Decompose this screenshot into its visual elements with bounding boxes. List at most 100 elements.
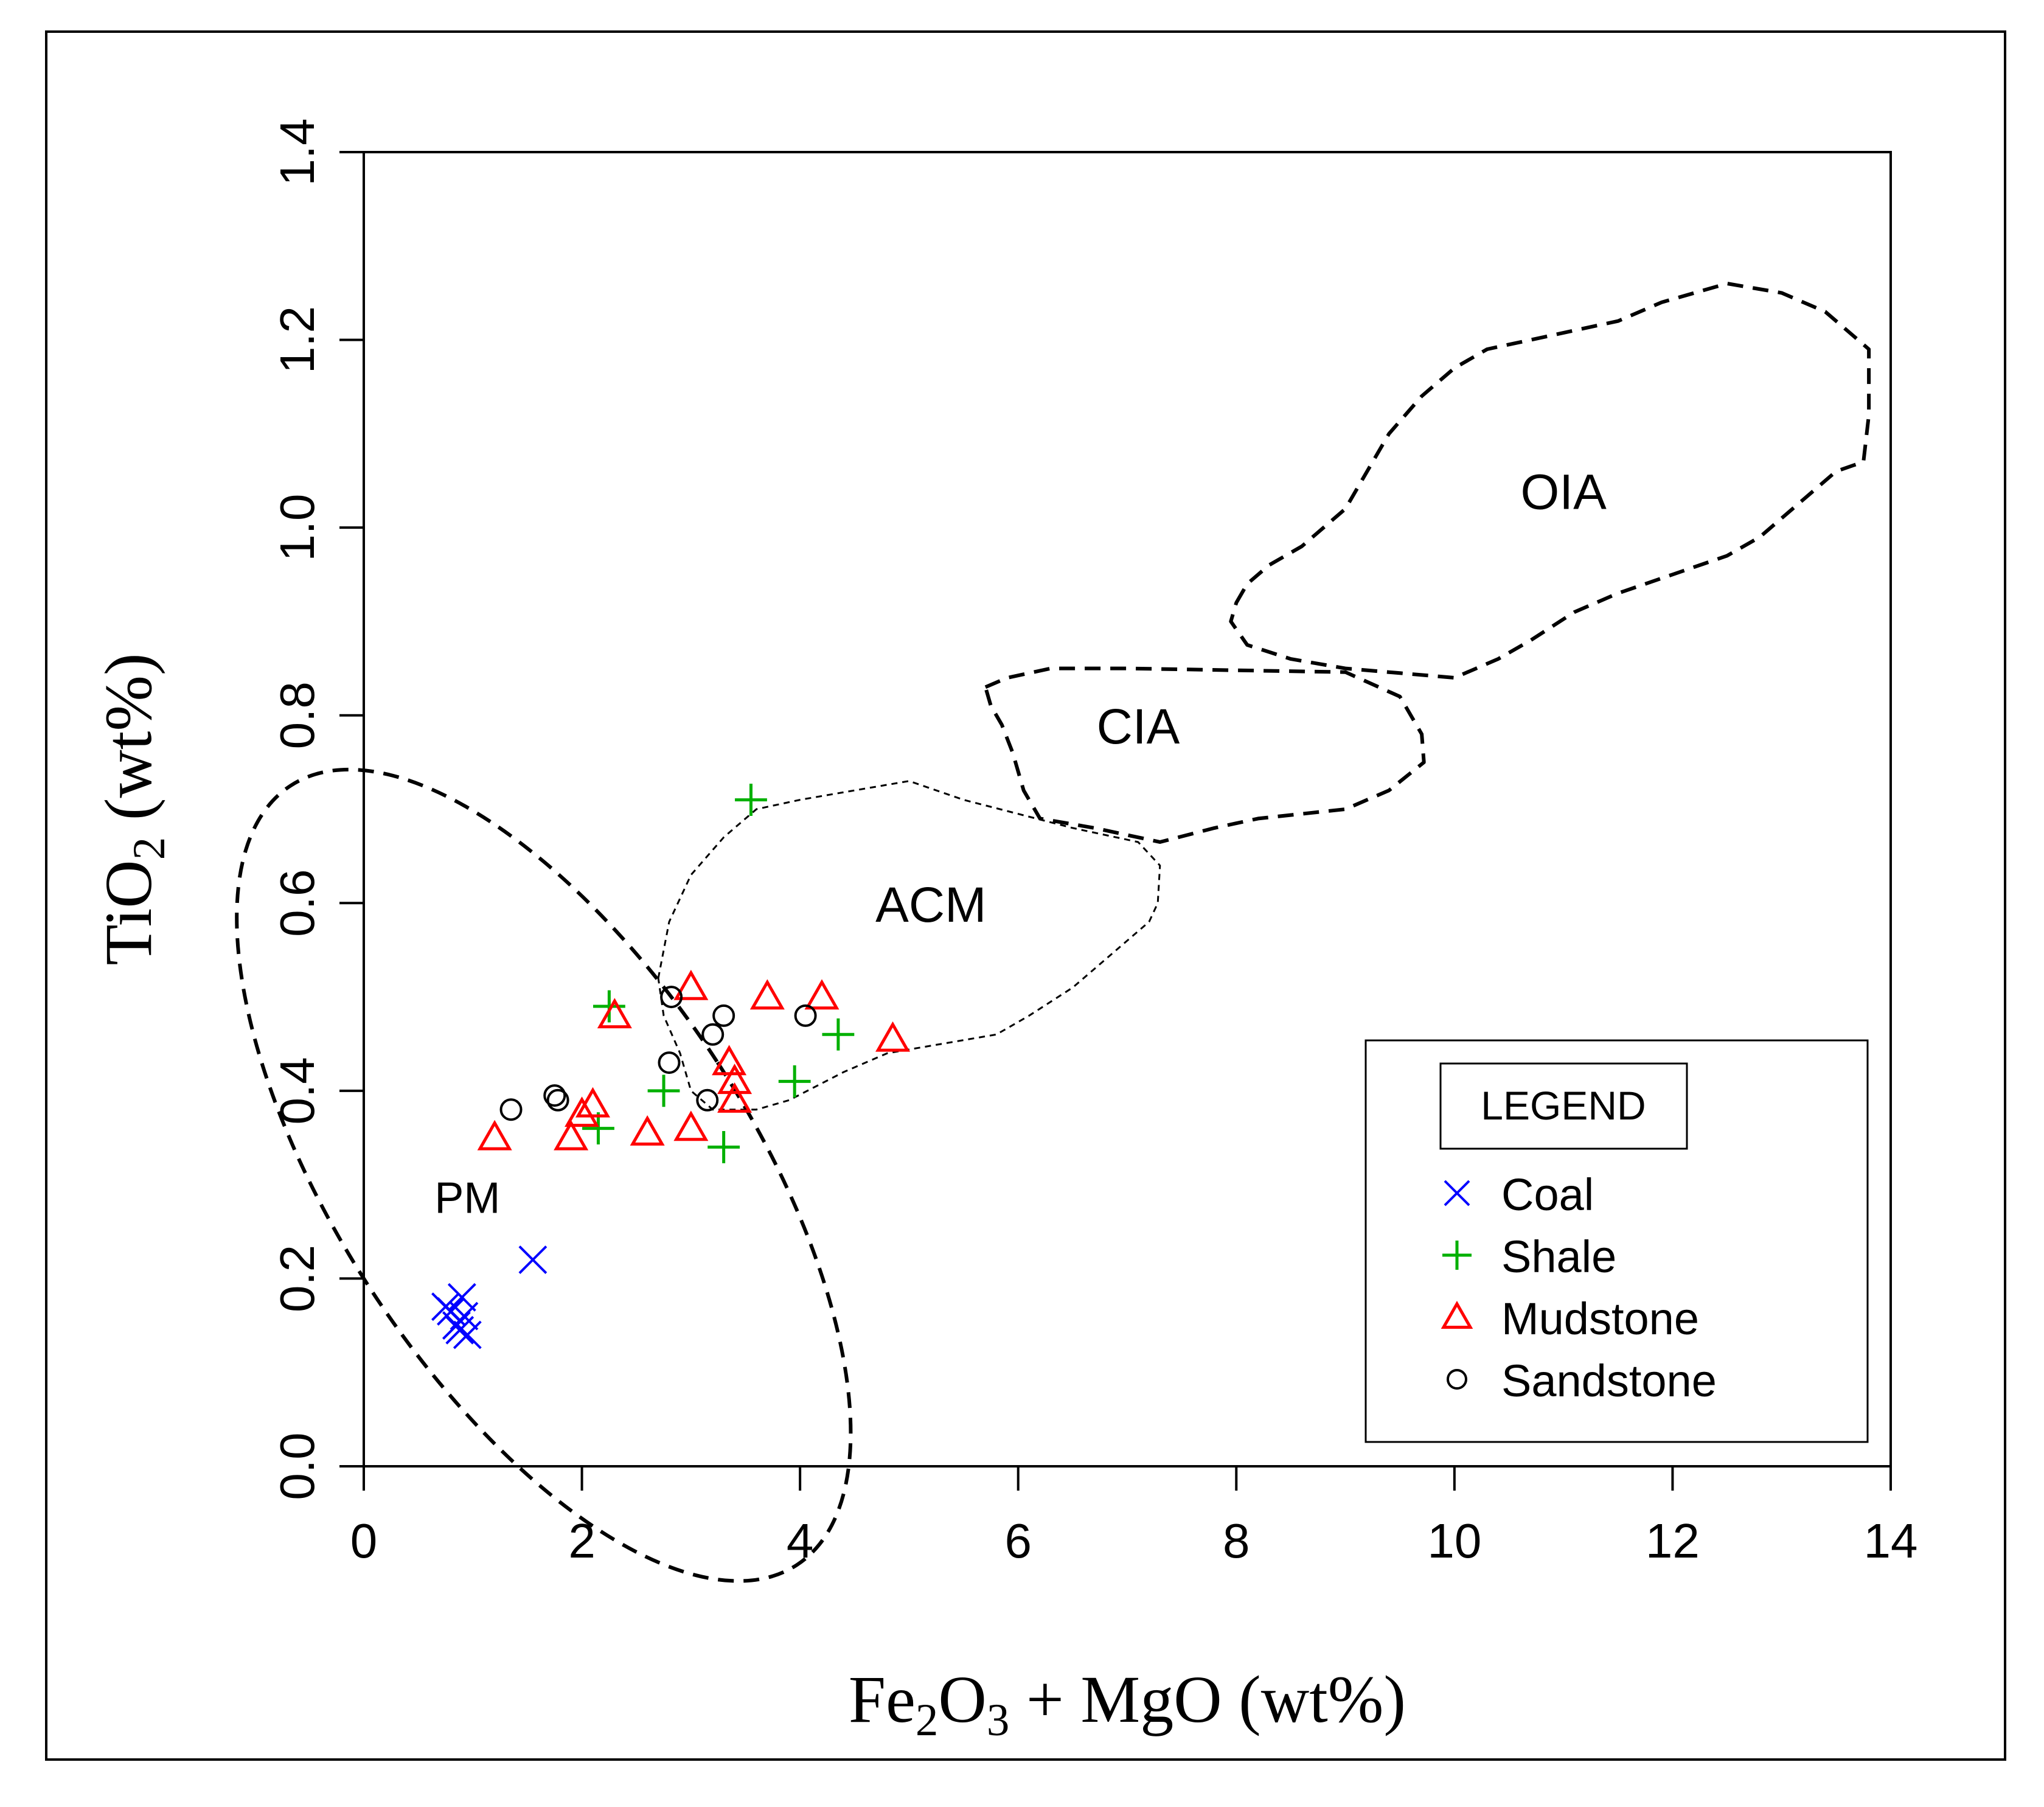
- marker-stroke: [518, 1245, 548, 1274]
- point-mudstone: [875, 1021, 911, 1052]
- marker-stroke: [445, 1315, 474, 1345]
- marker-shape: [1447, 1369, 1467, 1390]
- legend-label-sandstone: Sandstone: [1501, 1356, 1717, 1406]
- data-points: [431, 784, 911, 1349]
- y-tick-label: 0.4: [270, 1057, 324, 1124]
- y-tick-label: 0.8: [270, 681, 324, 749]
- legend-entries: Coal Shale Mudstone Sandstone: [1441, 1169, 1717, 1406]
- y-axis-label: TiO2 (wt%): [91, 653, 175, 965]
- marker-shape: [717, 1064, 753, 1095]
- field-label-pm: PM: [434, 1174, 500, 1222]
- marker-shape: [673, 1110, 709, 1141]
- y-tick-label: 0.2: [270, 1245, 324, 1312]
- marker-shape: [1441, 1300, 1473, 1329]
- y-tick-label: 1.4: [270, 118, 324, 186]
- field-cia-boundary: [983, 666, 1426, 844]
- legend-label-shale: Shale: [1501, 1231, 1616, 1282]
- point-sandstone: [712, 1004, 735, 1027]
- point-mudstone: [630, 1115, 665, 1146]
- marker-shape: [477, 1119, 512, 1151]
- y-tick-label: 0.6: [270, 869, 324, 937]
- point-mudstone: [673, 1110, 709, 1141]
- point-shale: [778, 1065, 811, 1098]
- point-sandstone: [658, 1051, 681, 1074]
- point-mudstone: [575, 1087, 611, 1118]
- x-tick-label: 6: [1004, 1514, 1032, 1568]
- point-mudstone: [477, 1119, 512, 1151]
- point-mudstone: [554, 1119, 589, 1151]
- x-tick-label: 14: [1864, 1514, 1918, 1568]
- point-mudstone: [565, 1096, 600, 1127]
- axes: 0 2 4 6 8 10 12 14 0.0 0.2 0.4 0.6 0.8 1.0 1.2 1.4: [270, 118, 1917, 1568]
- x-tick-label: 12: [1646, 1514, 1700, 1568]
- point-shale: [647, 1074, 680, 1107]
- legend-label-coal: Coal: [1501, 1169, 1594, 1220]
- marker-stroke: [437, 1297, 465, 1326]
- x-tick-label: 0: [350, 1514, 378, 1568]
- point-coal: [518, 1245, 548, 1274]
- y-tick-label: 1.2: [270, 306, 324, 374]
- point-mudstone: [673, 969, 709, 1000]
- marker-shape: [554, 1119, 589, 1151]
- marker-shape: [794, 1004, 817, 1027]
- field-pm-boundary: [235, 767, 853, 1583]
- marker-shape: [696, 1088, 719, 1112]
- plot-area: [363, 151, 1892, 1468]
- marker-shape: [660, 986, 683, 1009]
- legend-marker-coal: [1444, 1180, 1470, 1206]
- field-label-oia: OIA: [1521, 464, 1607, 520]
- y-tick-label: 1.0: [270, 494, 324, 562]
- point-sandstone: [499, 1098, 523, 1121]
- x-tick-label: 2: [568, 1514, 596, 1568]
- legend-marker-shale: [1442, 1241, 1472, 1270]
- y-tick-label: 0.0: [270, 1432, 324, 1500]
- marker-shape: [673, 969, 709, 1000]
- marker-shape: [546, 1088, 569, 1112]
- marker-stroke: [1444, 1180, 1470, 1206]
- legend-marker-sandstone: [1447, 1369, 1467, 1390]
- field-oia-boundary: [1229, 282, 1871, 680]
- point-coal: [453, 1320, 482, 1349]
- marker-shape: [597, 998, 632, 1029]
- point-shale: [707, 1131, 740, 1163]
- legend-marker-mudstone: [1441, 1300, 1473, 1329]
- x-tick-label: 8: [1223, 1514, 1250, 1568]
- point-mudstone: [749, 979, 785, 1010]
- field-label-acm: ACM: [875, 877, 986, 933]
- marker-shape: [717, 1082, 753, 1113]
- marker-shape: [712, 1004, 735, 1027]
- legend: LEGEND Coal Shale Mudstone Sandstone: [1364, 1039, 1869, 1443]
- marker-shape: [804, 979, 839, 1010]
- point-shale: [593, 990, 625, 1023]
- field-label-cia: CIA: [1097, 699, 1180, 754]
- point-sandstone: [543, 1084, 566, 1107]
- x-axis-label: Fe2O3 + MgO (wt%): [849, 1662, 1406, 1746]
- marker-shape: [749, 979, 785, 1010]
- point-coal: [445, 1315, 474, 1345]
- point-sandstone: [696, 1088, 719, 1112]
- point-shale: [822, 1018, 855, 1051]
- point-coal: [437, 1297, 465, 1326]
- marker-stroke: [453, 1320, 482, 1349]
- point-mudstone: [717, 1064, 753, 1095]
- point-mudstone: [804, 979, 839, 1010]
- legend-title: LEGEND: [1481, 1083, 1646, 1128]
- marker-shape: [499, 1098, 523, 1121]
- marker-shape: [658, 1051, 681, 1074]
- point-sandstone: [546, 1088, 569, 1112]
- point-mudstone: [717, 1082, 753, 1113]
- marker-shape: [565, 1096, 600, 1127]
- point-shale: [582, 1112, 614, 1144]
- marker-shape: [543, 1084, 566, 1107]
- x-tick-label: 10: [1427, 1514, 1481, 1568]
- point-sandstone: [794, 1004, 817, 1027]
- point-sandstone: [660, 986, 683, 1009]
- point-sandstone: [701, 1023, 725, 1046]
- figure-frame: [45, 30, 2006, 1761]
- legend-title-box: [1439, 1062, 1688, 1150]
- marker-shape: [875, 1021, 911, 1052]
- point-mudstone: [597, 998, 632, 1029]
- marker-shape: [575, 1087, 611, 1118]
